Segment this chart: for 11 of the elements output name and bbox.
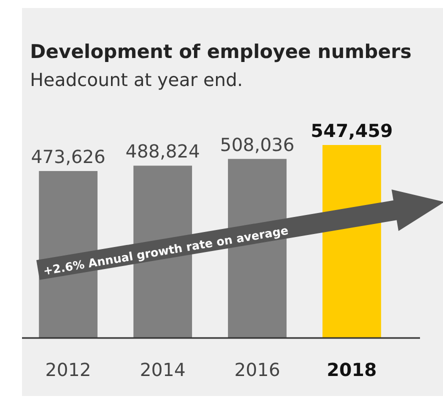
x-tick-label: 2014 <box>140 360 186 381</box>
data-label: 508,036 <box>220 134 294 156</box>
chart-title: Development of employee numbers <box>30 41 412 63</box>
x-tick-label: 2016 <box>234 360 280 381</box>
data-label: 488,824 <box>126 142 200 163</box>
annotation: +2.6% Annual growth rate on average <box>42 223 290 278</box>
chart-subtitle: Headcount at year end. <box>30 70 243 91</box>
data-label: 473,626 <box>30 147 106 168</box>
data-label: 547,459 <box>310 121 393 142</box>
x-tick-label: 2018 <box>326 360 377 381</box>
x-tick-label: 2012 <box>45 360 92 381</box>
